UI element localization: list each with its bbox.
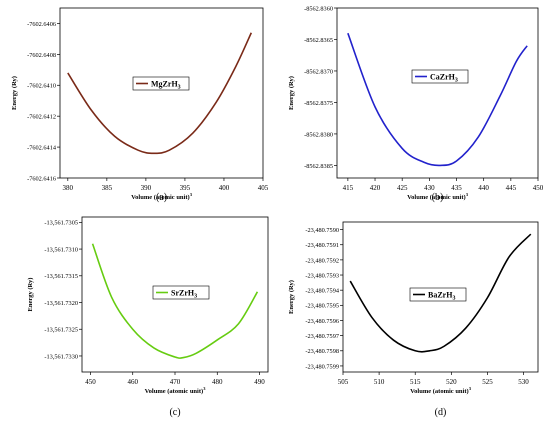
legend-label: BaZrH3: [428, 291, 455, 302]
y-tick-label: -23,480.7593: [305, 272, 339, 279]
x-tick-label: 480: [212, 378, 223, 386]
x-tick-label: 385: [102, 184, 113, 192]
panel-caption: (d): [435, 407, 447, 418]
x-tick-label: 440: [478, 184, 489, 192]
y-tick-label: -23,480.7595: [305, 303, 339, 310]
plot-frame: [59, 7, 264, 179]
y-tick-label: -23,480.7592: [305, 257, 339, 264]
panel-caption: (a): [156, 192, 167, 203]
x-tick-label: 510: [374, 378, 385, 386]
y-tick-label: -13,561.7320: [44, 300, 78, 307]
y-tick-label: -7602.6410: [27, 83, 56, 90]
legend-label: MgZrH3: [151, 80, 181, 91]
series-line-srzrh3: [91, 243, 259, 359]
x-tick-label: 395: [180, 184, 191, 192]
y-tick-label: -7602.6414: [27, 144, 57, 151]
y-tick-label: -8562.8380: [304, 131, 333, 138]
x-tick-label: 450: [85, 378, 96, 386]
y-tick-label: -13,561.7325: [44, 327, 78, 334]
y-tick-label: -7602.6412: [27, 114, 56, 121]
plot-frame: [342, 221, 539, 373]
y-tick-label: -7602.6408: [27, 52, 56, 59]
x-tick-label: 450: [533, 184, 544, 192]
x-tick-label: 415: [343, 184, 354, 192]
y-tick-label: -23,480.7591: [305, 242, 339, 249]
legend: MgZrH3: [132, 76, 190, 91]
x-axis-label-superscript: 3: [203, 386, 206, 391]
y-axis-label: Energy (Ry): [288, 280, 295, 314]
plot-frame: [336, 7, 539, 179]
legend-label: SrZrH3: [171, 289, 197, 300]
panel-caption: (c): [169, 407, 180, 418]
x-tick-label: 460: [127, 378, 138, 386]
x-tick-label: 390: [141, 184, 152, 192]
y-axis-label: Energy (Ry): [27, 278, 34, 312]
legend: CaZrH3: [411, 69, 469, 84]
y-tick-label: -13,561.7315: [44, 273, 78, 280]
legend: SrZrH3: [152, 285, 210, 300]
y-tick-label: -23,480.7599: [305, 363, 339, 370]
legend: BaZrH3: [409, 287, 467, 302]
x-axis-label-superscript: 3: [469, 386, 472, 391]
chart-panel-0: 380 385 390 395 400 405 -7602.6416 -7602.6414 -7…: [11, 7, 269, 203]
legend-box: [132, 76, 190, 91]
x-tick-label: 470: [170, 378, 181, 386]
x-axis-label: Volume (atomic unit)3: [407, 192, 469, 201]
x-axis-label-superscript: 3: [466, 192, 469, 197]
y-tick-label: -8562.8375: [304, 100, 333, 107]
x-tick-label: 420: [370, 184, 381, 192]
legend-label-subscript: 3: [455, 78, 458, 84]
series-line-mgzrh3: [67, 32, 253, 155]
chart-panel-1: 415 420 425 430 435 440 445 450 -8562.8385 -8562.…: [288, 5, 544, 203]
x-axis-label-superscript: 3: [190, 192, 193, 197]
y-tick-label: -23,480.7590: [305, 227, 339, 234]
x-tick-label: 515: [410, 378, 421, 386]
x-tick-label: 405: [258, 184, 269, 192]
y-tick-label: -7602.6406: [27, 21, 56, 28]
x-tick-label: 400: [219, 184, 230, 192]
legend-box: [411, 69, 469, 84]
chart-panel-2: 450 460 470 480 490 -13,561.7330 -13,561.7325 -…: [27, 216, 269, 418]
x-tick-label: 520: [446, 378, 457, 386]
legend-box: [409, 287, 467, 302]
y-tick-label: -23,480.7594: [305, 288, 339, 295]
x-tick-label: 380: [63, 184, 74, 192]
y-tick-label: -23,480.7596: [305, 318, 339, 325]
x-axis-label: Volume (atomic unit)3: [410, 386, 472, 395]
panel-caption: (b): [432, 192, 444, 203]
y-tick-label: -23,480.7597: [305, 333, 339, 340]
x-tick-label: 530: [518, 378, 529, 386]
y-tick-label: -13,561.7310: [44, 246, 78, 253]
y-tick-label: -8562.8370: [304, 68, 333, 75]
x-tick-label: 490: [254, 378, 265, 386]
x-tick-label: 435: [451, 184, 462, 192]
y-tick-label: -13,561.7305: [44, 220, 78, 227]
legend-label: CaZrH3: [430, 73, 458, 84]
y-tick-label: -23,480.7598: [305, 348, 339, 355]
x-tick-label: 430: [424, 184, 435, 192]
y-axis-label: Energy (Ry): [11, 76, 18, 110]
legend-label-subscript: 3: [194, 294, 197, 300]
y-tick-label: -8562.8385: [304, 163, 333, 170]
x-tick-label: 525: [482, 378, 493, 386]
y-tick-label: -8562.8360: [304, 5, 333, 12]
series-line-bazrh3: [349, 233, 532, 353]
legend-label-subscript: 3: [452, 296, 455, 302]
y-tick-label: -8562.8365: [304, 37, 333, 44]
x-axis-label: Volume (atomic unit)3: [131, 192, 193, 201]
chart-panel-3: 505 510 515 520 525 530 -23,480.7599 -23,480.75…: [288, 221, 539, 418]
y-tick-label: -7602.6416: [27, 175, 56, 182]
legend-label-subscript: 3: [178, 85, 181, 91]
x-tick-label: 425: [397, 184, 408, 192]
series-line-cazrh3: [347, 32, 528, 167]
x-tick-label: 505: [338, 378, 349, 386]
x-axis-label: Volume (atomic unit)3: [145, 386, 207, 395]
y-tick-label: -13,561.7330: [44, 353, 78, 360]
legend-box: [152, 285, 210, 300]
y-axis-label: Energy (Ry): [288, 76, 295, 110]
x-tick-label: 445: [506, 184, 517, 192]
